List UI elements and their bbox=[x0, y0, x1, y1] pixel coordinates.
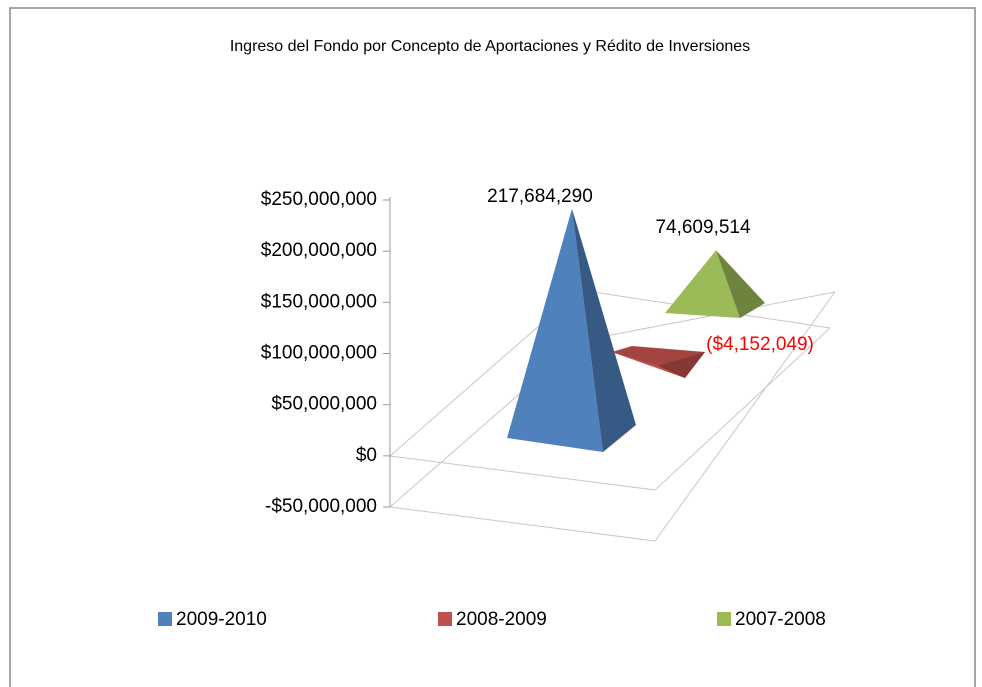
legend-label: 2009-2010 bbox=[176, 609, 267, 630]
legend-label: 2007-2008 bbox=[735, 609, 826, 630]
pyramid bbox=[612, 346, 705, 378]
pyramid bbox=[665, 250, 765, 318]
pyramid-face bbox=[612, 352, 685, 378]
chart-title: Ingreso del Fondo por Concepto de Aporta… bbox=[230, 38, 750, 55]
chart-border bbox=[9, 7, 976, 687]
data-label: ($4,152,049) bbox=[706, 334, 814, 355]
pyramid-face bbox=[507, 208, 603, 452]
pyramid-side bbox=[572, 208, 636, 452]
y-tick-label: $0 bbox=[356, 445, 377, 466]
y-tick-label: $150,000,000 bbox=[261, 291, 377, 312]
legend-label: 2008-2009 bbox=[456, 609, 547, 630]
y-tick-label: $250,000,000 bbox=[261, 189, 377, 210]
y-tick-label: $100,000,000 bbox=[261, 343, 377, 364]
legend-swatch bbox=[438, 612, 452, 626]
pyramid bbox=[507, 208, 636, 452]
y-tick-label: $200,000,000 bbox=[261, 240, 377, 261]
y-tick-label: $50,000,000 bbox=[271, 394, 377, 415]
pyramid-side bbox=[716, 250, 765, 318]
pyramid-face bbox=[665, 250, 740, 318]
legend-swatch bbox=[158, 612, 172, 626]
y-tick-label: -$50,000,000 bbox=[265, 496, 377, 517]
data-label: 74,609,514 bbox=[655, 217, 751, 238]
legend-swatch bbox=[717, 612, 731, 626]
pyramid-side bbox=[658, 352, 705, 378]
data-label: 217,684,290 bbox=[487, 186, 593, 207]
